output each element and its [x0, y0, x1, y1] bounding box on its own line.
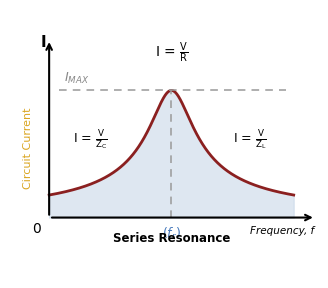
Text: Circuit Current: Circuit Current: [23, 107, 33, 189]
Text: I = $\mathregular{\frac{V}{Z_L}}$: I = $\mathregular{\frac{V}{Z_L}}$: [233, 128, 267, 152]
Text: I = $\mathregular{\frac{V}{Z_C}}$: I = $\mathregular{\frac{V}{Z_C}}$: [73, 128, 108, 152]
Text: Series Resonance: Series Resonance: [113, 232, 230, 245]
Text: $I_{MAX}$: $I_{MAX}$: [64, 71, 89, 86]
Text: 0: 0: [32, 222, 41, 236]
Text: Frequency, f: Frequency, f: [250, 226, 315, 236]
Text: $( f_r )$: $( f_r )$: [162, 226, 181, 242]
Text: I = $\mathregular{\frac{V}{R}}$: I = $\mathregular{\frac{V}{R}}$: [155, 41, 188, 65]
Text: I: I: [40, 35, 46, 50]
